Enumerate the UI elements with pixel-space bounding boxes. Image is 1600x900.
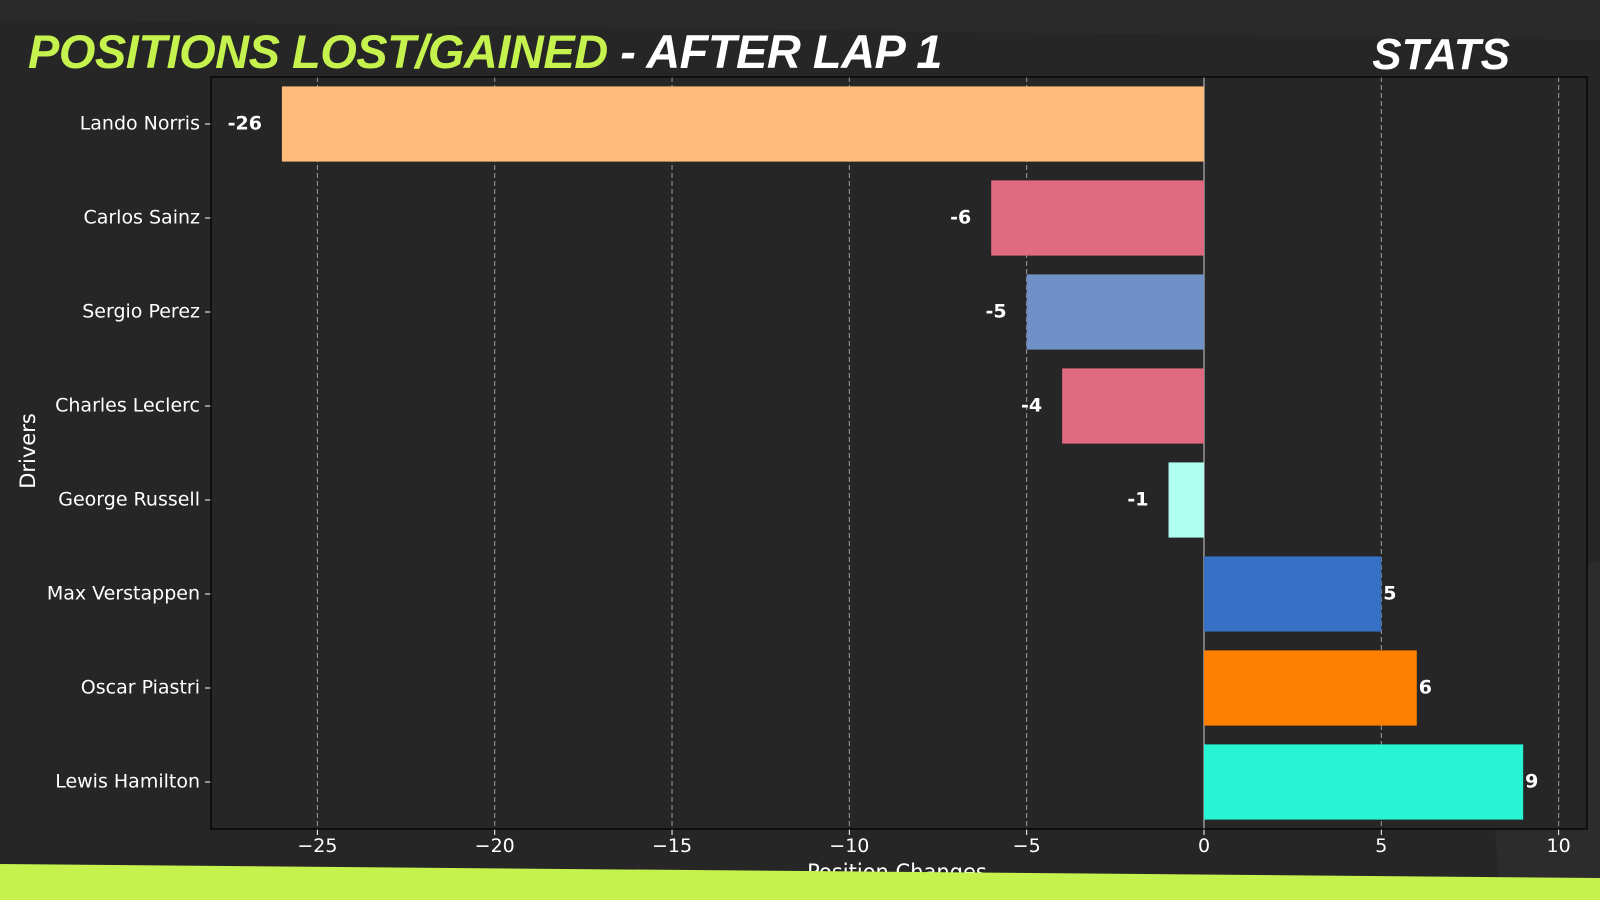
x-tick-label: 0 [1198, 835, 1210, 857]
data-label: 6 [1419, 677, 1432, 699]
x-tick-label: 5 [1375, 835, 1387, 857]
data-label: -4 [1021, 395, 1042, 417]
data-label: -1 [1127, 489, 1148, 511]
bar [1062, 368, 1204, 444]
bar [991, 180, 1204, 256]
bar [1026, 274, 1204, 350]
y-tick-label: Oscar Piastri [81, 677, 200, 699]
x-tick-label: −15 [652, 835, 692, 857]
data-label: 5 [1383, 583, 1396, 605]
x-tick-label: −5 [1013, 835, 1041, 857]
data-label: -26 [228, 113, 262, 135]
brand-logo: STATS [1372, 30, 1510, 79]
y-axis-label: Drivers [16, 413, 40, 489]
title-highlight: POSITIONS LOST/GAINED [28, 25, 608, 78]
y-tick-label: Max Verstappen [47, 583, 200, 605]
page-title: POSITIONS LOST/GAINED - AFTER LAP 1 [28, 24, 942, 79]
bar [1203, 556, 1382, 632]
title-rest: - AFTER LAP 1 [607, 25, 942, 78]
y-tick-label: Carlos Sainz [83, 207, 200, 229]
bar [281, 86, 1204, 162]
plot-frame [210, 76, 1588, 830]
bar [1203, 650, 1417, 726]
bar [1168, 462, 1204, 538]
y-tick-label: Sergio Perez [82, 301, 200, 323]
data-label: -5 [986, 301, 1007, 323]
x-tick-label: 10 [1547, 835, 1571, 857]
bar [1203, 744, 1524, 820]
y-tick-label: Lewis Hamilton [55, 771, 200, 793]
y-tick-label: George Russell [58, 489, 200, 511]
data-label: -6 [950, 207, 971, 229]
y-tick-label: Lando Norris [80, 113, 200, 135]
data-label: 9 [1525, 771, 1538, 793]
x-tick-label: −25 [297, 835, 337, 857]
x-tick-label: −20 [475, 835, 515, 857]
x-tick-label: −10 [829, 835, 869, 857]
y-tick-label: Charles Leclerc [55, 395, 200, 417]
